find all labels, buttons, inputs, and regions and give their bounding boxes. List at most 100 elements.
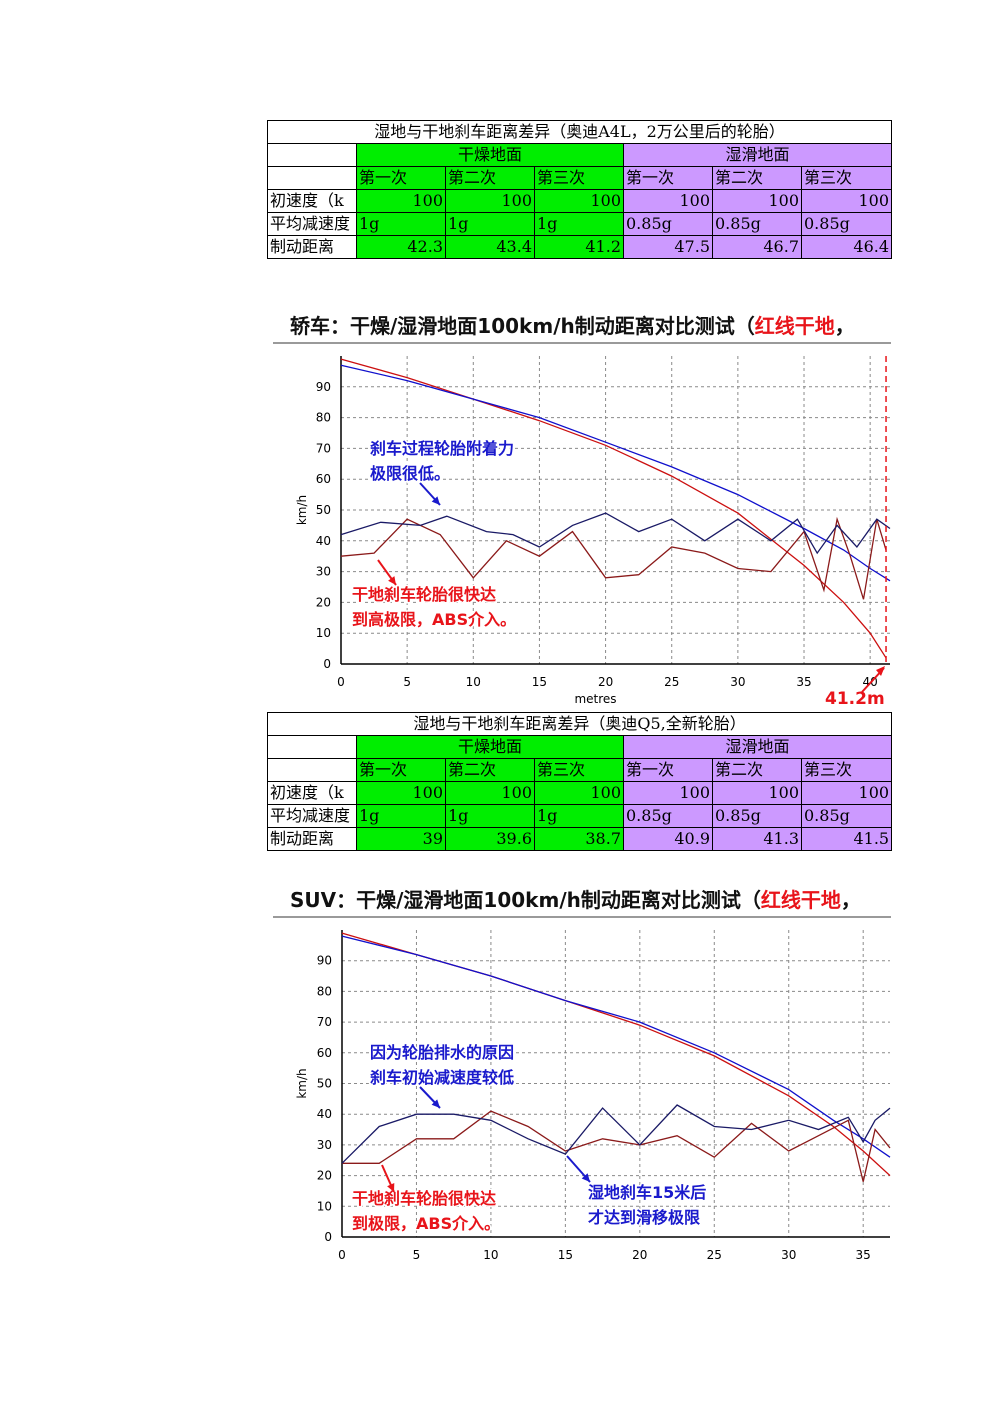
heading-red: 红线干地 — [754, 314, 835, 338]
run-header: 第三次 — [534, 166, 624, 190]
heading-suv: SUV：干燥/湿滑地面100km/h制动距离对比测试（红线干地， — [290, 884, 861, 913]
arrow-head — [387, 1183, 395, 1192]
empty-cell — [267, 166, 357, 190]
row-label: 平均减速度 — [267, 804, 357, 828]
y-tick-label: 0 — [323, 657, 331, 671]
y-tick-label: 50 — [317, 1077, 332, 1091]
divider — [273, 916, 891, 918]
annotation-text: 因为轮胎排水的原因 — [370, 1043, 514, 1062]
y-tick-label: 10 — [316, 626, 331, 640]
x-axis-label: metres — [574, 692, 616, 706]
y-tick-label: 80 — [316, 411, 331, 425]
marker-label: 41.2m — [825, 689, 885, 709]
table-row: 制动距离 39 39.6 38.7 40.9 41.3 41.5 — [267, 827, 893, 851]
run-header: 第一次 — [623, 166, 713, 190]
y-tick-label: 20 — [316, 595, 331, 609]
row-label: 制动距离 — [267, 827, 357, 851]
x-tick-label: 40 — [863, 675, 878, 689]
y-tick-label: 0 — [324, 1230, 332, 1244]
annotation-text: 干地刹车轮胎很快达 — [352, 585, 496, 604]
cell: 46.4 — [800, 235, 893, 259]
table-row: 初速度（k 100 100 100 100 100 100 — [267, 189, 893, 213]
cell: 46.7 — [712, 235, 802, 259]
cell: 1g — [534, 212, 624, 236]
row-label: 平均减速度 — [267, 212, 357, 236]
cell: 1g — [445, 804, 535, 828]
x-tick-label: 30 — [781, 1248, 796, 1262]
cell: 0.85g — [800, 804, 893, 828]
marker-arrow — [861, 667, 885, 693]
cell: 1g — [445, 212, 535, 236]
cell: 100 — [534, 189, 624, 213]
annotation-arrow — [419, 482, 441, 506]
cell: 0.85g — [712, 212, 802, 236]
run-header: 第二次 — [712, 166, 802, 190]
x-tick-label: 15 — [532, 675, 547, 689]
series-line — [341, 932, 891, 1177]
cell: 1g — [356, 212, 446, 236]
cell: 0.85g — [623, 212, 713, 236]
group-wet: 湿滑地面 — [622, 143, 893, 167]
x-tick-label: 5 — [413, 1248, 421, 1262]
table-title: 湿地与干地刹车距离差异（奥迪A4L，2万公里后的轮胎） — [266, 120, 893, 144]
row-label: 初速度（k — [267, 781, 357, 805]
arrow-head — [581, 1173, 590, 1182]
cell: 0.85g — [712, 804, 802, 828]
y-tick-label: 90 — [316, 380, 331, 394]
annotation-arrow — [566, 1155, 591, 1183]
series-line — [340, 358, 887, 659]
cell: 39 — [356, 827, 446, 851]
annotation-text: 极限很低。 — [370, 464, 450, 483]
y-tick-label: 30 — [316, 565, 331, 579]
y-tick-label: 60 — [316, 472, 331, 486]
table-row: 平均减速度 1g 1g 1g 0.85g 0.85g 0.85g — [267, 212, 893, 236]
group-wet: 湿滑地面 — [622, 735, 893, 759]
y-tick-label: 70 — [316, 441, 331, 455]
run-header: 第二次 — [445, 166, 535, 190]
y-tick-label: 40 — [316, 534, 331, 548]
annotation-arrow — [381, 1164, 395, 1193]
x-tick-label: 0 — [338, 1248, 346, 1262]
run-header: 第三次 — [800, 758, 893, 782]
x-tick-label: 20 — [632, 1248, 647, 1262]
plot-area — [341, 356, 890, 664]
x-tick-label: 35 — [856, 1248, 871, 1262]
y-axis-label: km/h — [295, 495, 309, 525]
x-tick-label: 25 — [707, 1248, 722, 1262]
cell: 100 — [712, 189, 802, 213]
cell: 0.85g — [800, 212, 893, 236]
heading-main: SUV：干燥/湿滑地面100km/h制动距离对比测试（ — [290, 888, 761, 912]
heading-tail: ， — [840, 888, 861, 912]
arrow-head — [388, 576, 396, 585]
x-tick-label: 20 — [598, 675, 613, 689]
run-header: 第三次 — [800, 166, 893, 190]
y-tick-label: 40 — [317, 1107, 332, 1121]
run-header: 第一次 — [623, 758, 713, 782]
series-line — [340, 364, 891, 582]
y-tick-label: 90 — [317, 954, 332, 968]
y-tick-label: 70 — [317, 1015, 332, 1029]
row-label: 初速度（k — [267, 189, 357, 213]
y-tick-label: 60 — [317, 1046, 332, 1060]
run-header: 第一次 — [356, 166, 446, 190]
series-line — [342, 1110, 891, 1182]
y-tick-label: 30 — [317, 1138, 332, 1152]
cell: 100 — [623, 189, 713, 213]
run-header: 第三次 — [534, 758, 624, 782]
cell: 100 — [712, 781, 802, 805]
table-row: 初速度（k 100 100 100 100 100 100 — [267, 781, 893, 805]
arrow-head — [431, 1099, 440, 1108]
plot-area — [342, 930, 890, 1237]
annotation-arrow — [377, 559, 397, 586]
annotation-text: 才达到滑移极限 — [588, 1208, 701, 1227]
annotation-text: 干地刹车轮胎很快达 — [352, 1189, 496, 1208]
annotation-text: 到极限，ABS介入。 — [352, 1214, 500, 1233]
run-header: 第二次 — [712, 758, 802, 782]
x-tick-label: 0 — [337, 675, 345, 689]
empty-cell — [267, 758, 357, 782]
heading-main: 轿车：干燥/湿滑地面100km/h制动距离对比测试（ — [290, 314, 755, 338]
series-line — [340, 512, 891, 555]
y-tick-label: 80 — [317, 984, 332, 998]
cell: 1g — [356, 804, 446, 828]
cell: 100 — [800, 189, 893, 213]
